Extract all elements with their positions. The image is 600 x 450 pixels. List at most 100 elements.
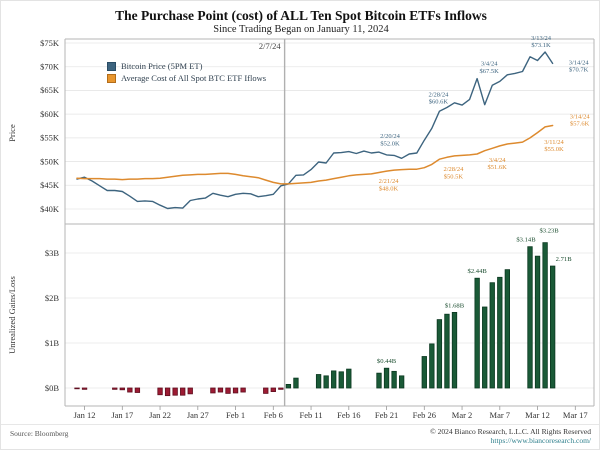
x-tick-label: Jan 12 — [74, 410, 96, 420]
x-tick-label: Mar 2 — [452, 410, 473, 420]
y-tick-label-price: $40K — [40, 204, 60, 214]
annotation-date: 3/4/24 — [481, 61, 498, 68]
gains-bar-positive — [497, 276, 503, 389]
gains-bar-positive — [429, 343, 435, 389]
gains-bar-positive — [398, 375, 405, 389]
gains-bar-positive — [421, 356, 427, 389]
footer-divider — [1, 424, 599, 425]
gains-bar-positive — [391, 370, 397, 389]
annotation-date: 2/20/24 — [380, 133, 401, 140]
panel-borders — [64, 38, 595, 410]
research-url-link[interactable]: https://www.biancoresearch.com/ — [490, 436, 591, 445]
y-tick-label-price: $55K — [40, 133, 60, 143]
chart-subtitle: Since Trading Began on January 11, 2024 — [213, 24, 389, 35]
gains-bar-negative — [172, 387, 178, 396]
gains-bar-negative — [225, 387, 231, 394]
cost-annotation: 3/14/24$57.6K — [570, 114, 591, 128]
y-tick-label-price: $70K — [40, 62, 60, 72]
gains-bar-positive — [451, 311, 458, 389]
y-tick-label-price: $45K — [40, 180, 60, 190]
x-tick-label: Feb 26 — [413, 410, 436, 420]
legend-item-average-cost: Average Cost of All Spot BTC ETF Iflows — [107, 72, 266, 84]
annotation-value: $51.6K — [487, 164, 507, 171]
gains-bar-positive — [504, 269, 511, 389]
y-tick-label-gains: $3B — [45, 248, 60, 258]
gains-bar-positive — [285, 383, 292, 389]
annotation-date: 3/11/24 — [544, 139, 564, 146]
legend-label-bitcoin-price: Bitcoin Price (5PM ET) — [121, 61, 203, 71]
annotation-date: 3/14/24 — [570, 114, 591, 121]
copyright-text: © 2024 Bianco Research, L.L.C. All Right… — [430, 427, 591, 436]
price-annotation: 3/14/24$70.7K — [569, 59, 590, 73]
gains-bar-positive — [489, 282, 495, 389]
gridlines — [65, 42, 594, 389]
gains-bar-negative — [210, 387, 216, 394]
annotation-value: $67.5K — [479, 68, 499, 75]
gains-bar-negative — [134, 387, 141, 393]
gains-bar-positive — [444, 313, 450, 389]
x-tick-label: Mar 17 — [563, 410, 588, 420]
source-note: Source: Bloomberg — [10, 429, 69, 438]
gains-bar-negative — [81, 387, 88, 390]
gains-bar-positive — [474, 277, 480, 389]
x-tick-label: Feb 21 — [375, 410, 398, 420]
x-tick-label: Jan 17 — [111, 410, 133, 420]
price-line — [76, 51, 554, 210]
x-tick-label: Mar 12 — [525, 410, 550, 420]
gains-bar-positive — [482, 306, 488, 389]
annotation-date: 2/21/24 — [379, 178, 400, 185]
gains-bar-positive — [542, 242, 548, 389]
gains-bar-negative — [187, 387, 193, 395]
cost-annotation: 2/21/24$48.0K — [379, 178, 400, 192]
price-annotation: 3/4/24$67.5K — [479, 61, 499, 75]
gains-bar-positive — [315, 374, 322, 389]
legend-item-bitcoin-price: Bitcoin Price (5PM ET) — [107, 60, 266, 72]
annotation-value: $52.0K — [380, 140, 400, 147]
cost-annotation: 3/4/24$51.6K — [487, 157, 507, 171]
gains-bar-negative — [240, 387, 246, 393]
chart-title: The Purchase Point (cost) of ALL Ten Spo… — [115, 8, 487, 23]
annotation-value: $50.5K — [444, 173, 464, 180]
annotation-value: $55.0K — [544, 146, 564, 153]
legend-label-average-cost: Average Cost of All Spot BTC ETF Iflows — [121, 73, 267, 83]
bar-value-label: $1.68B — [445, 302, 465, 309]
legend-swatch-bitcoin-price — [107, 61, 116, 71]
x-tick-label: Feb 16 — [337, 410, 360, 420]
annotation-date: 2/28/24 — [428, 91, 449, 98]
price-annotation: 2/20/24$52.0K — [380, 133, 401, 147]
gains-bar-positive — [383, 367, 390, 389]
gains-bar-negative — [112, 387, 118, 390]
gains-bar-positive — [376, 372, 382, 389]
y-tick-label-gains: $2B — [45, 293, 60, 303]
x-tick-label: Jan 22 — [149, 410, 171, 420]
gains-panel: $0.44B $1.68B $2.44B $3.14B$3.23B 2.71B — [74, 228, 572, 397]
annotation-date: 3/14/24 — [569, 59, 590, 66]
annotation-value: $70.7K — [569, 67, 589, 74]
gains-bar-negative — [157, 387, 163, 396]
y-tick-label-price: $50K — [40, 156, 60, 166]
y-tick-label-price: $75K — [40, 38, 60, 48]
annotation-date: 2/28/24 — [443, 166, 464, 173]
x-tick-label: Feb 6 — [264, 410, 283, 420]
gains-bar-positive — [436, 319, 443, 389]
price-panel: 2/20/24$52.0K2/28/24$60.6K3/4/24$67.5K3/… — [76, 35, 591, 210]
y-tick-label-price: $60K — [40, 109, 60, 119]
gains-bar-negative — [263, 387, 269, 394]
annotation-date: 3/13/24 — [531, 35, 552, 42]
gains-bar-negative — [164, 387, 171, 397]
event-vline-label: 2/7/24 — [259, 41, 281, 51]
x-tick-label: Jan 27 — [187, 410, 209, 420]
gains-bar-positive — [323, 375, 329, 389]
price-annotation: 2/28/24$60.6K — [428, 91, 449, 105]
annotation-value: $73.1K — [531, 42, 551, 49]
legend: Bitcoin Price (5PM ET) Average Cost of A… — [107, 60, 266, 84]
gains-bar-positive — [331, 370, 337, 389]
annotation-value: $57.6K — [570, 121, 590, 128]
cost-annotation: 2/28/24$50.5K — [443, 166, 464, 180]
gains-bar-positive — [338, 371, 344, 389]
copyright-block: © 2024 Bianco Research, L.L.C. All Right… — [430, 427, 591, 445]
y-tick-label-gains: $0B — [45, 383, 60, 393]
gains-bar-positive — [346, 368, 352, 389]
